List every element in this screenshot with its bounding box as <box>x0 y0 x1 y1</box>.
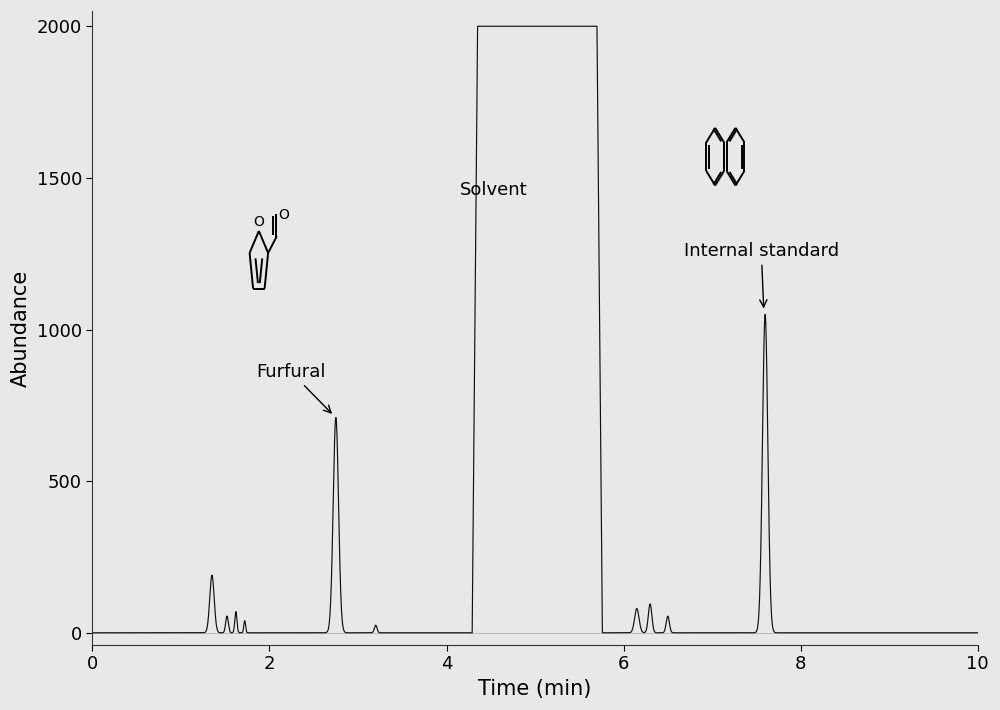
Text: Furfural: Furfural <box>256 363 331 413</box>
X-axis label: Time (min): Time (min) <box>478 679 592 699</box>
Text: O: O <box>278 208 289 222</box>
Text: Solvent: Solvent <box>460 181 527 199</box>
Text: Internal standard: Internal standard <box>684 241 839 307</box>
Text: O: O <box>253 215 264 229</box>
Y-axis label: Abundance: Abundance <box>11 269 31 387</box>
